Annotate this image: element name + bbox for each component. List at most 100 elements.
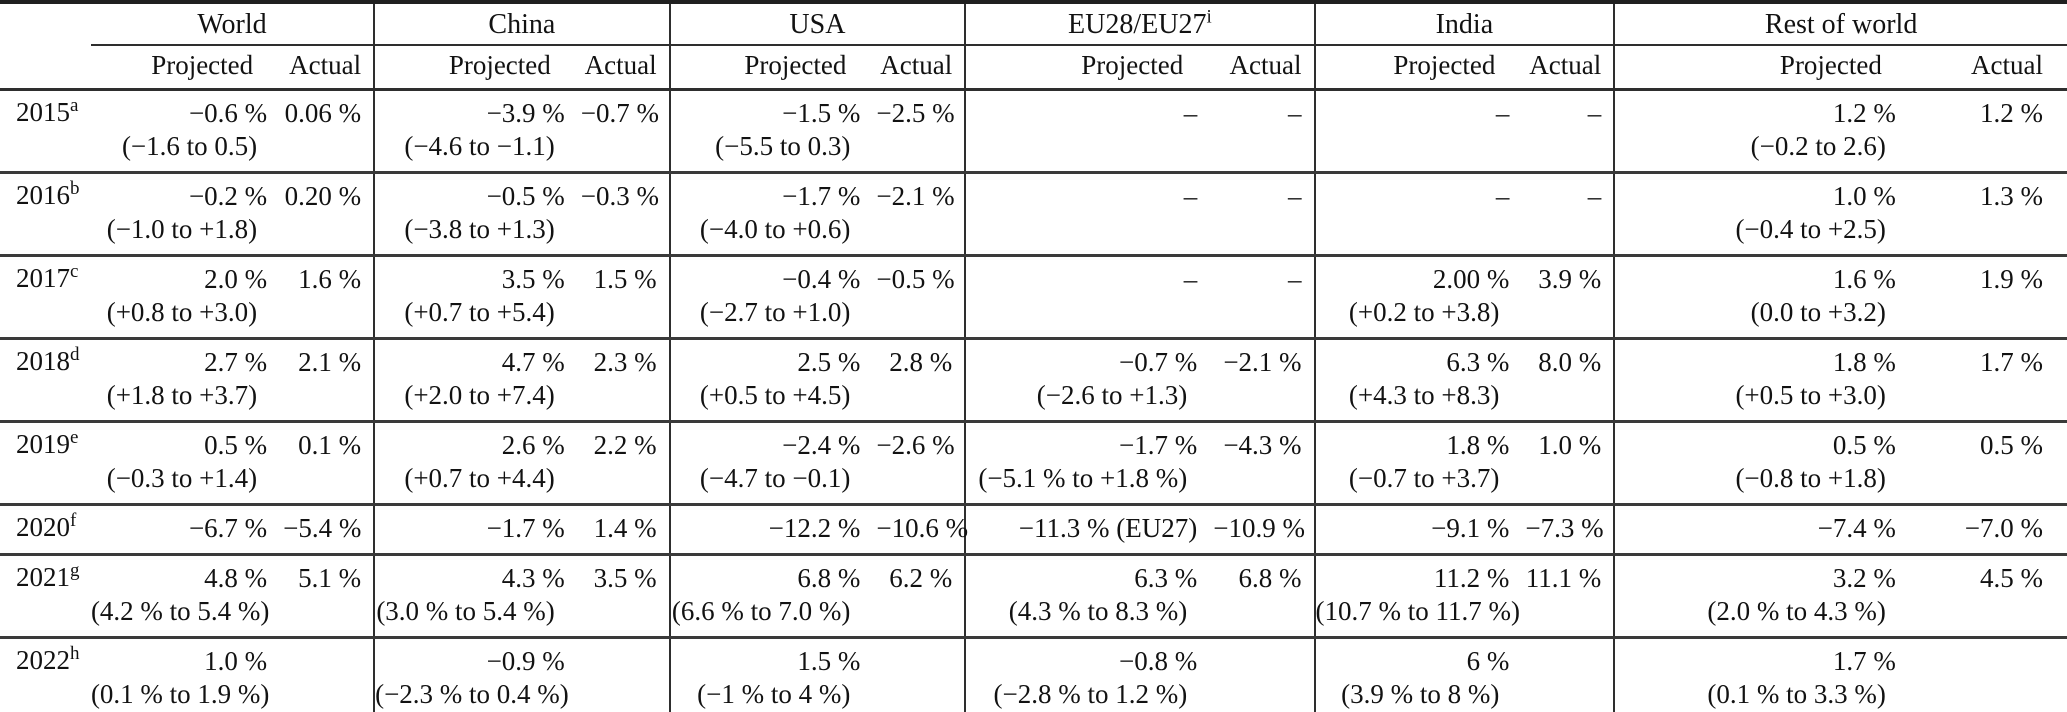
projected-cell: 11.2 % (10.7 % to 11.7 %)	[1315, 555, 1526, 638]
projected-range: (−1.6 to 0.5)	[121, 131, 258, 161]
group-header: USA	[669, 2, 967, 46]
actual-value: 8.0 %	[1538, 347, 1602, 377]
year-sup: g	[70, 560, 80, 581]
projected-value: 0.5 %	[204, 430, 268, 460]
projected-cell: −0.9 % (−2.3 % to 0.4 %)	[374, 638, 581, 712]
projected-value: −6.7 %	[188, 513, 268, 543]
actual-value: –	[1288, 98, 1302, 128]
actual-value: –	[1587, 181, 1602, 211]
actual-value: −2.1 %	[876, 181, 955, 211]
year-label: 2015	[16, 97, 70, 127]
projected-range: (10.7 % to 11.7 %)	[1315, 596, 1520, 626]
actual-cell: −2.1 %	[1213, 338, 1316, 422]
projected-range: (−4.7 to −0.1)	[699, 463, 851, 493]
actual-value: 0.06 %	[284, 98, 362, 128]
year-label: 2016	[16, 180, 70, 210]
year-sup: b	[70, 178, 80, 199]
projected-range: (+0.8 to +3.0)	[106, 297, 258, 327]
actual-value: −4.3 %	[1223, 430, 1302, 460]
projected-cell: −0.7 % (−2.6 to +1.3)	[965, 339, 1213, 422]
group-header: China	[374, 2, 671, 46]
actual-value: −2.5 %	[876, 98, 955, 128]
projected-range: (+0.7 to +4.4)	[404, 463, 555, 493]
projected-value: −0.8 %	[1119, 646, 1198, 676]
projected-range: (+4.3 to +8.3)	[1348, 380, 1500, 410]
group-label: China	[488, 9, 556, 40]
actual-cell: 2.2 %	[580, 421, 671, 505]
actual-column-header: Actual	[580, 45, 671, 91]
table-row: 2018d 2.7 % (+1.8 to +3.7) 2.1 % 4.7 % (+2.0 …	[0, 338, 2067, 422]
projected-cell: −3.9 % (−4.6 to −1.1)	[374, 90, 581, 173]
actual-cell: 3.9 %	[1525, 255, 1616, 339]
year-sup: e	[70, 427, 79, 448]
actual-cell: 2.3 %	[580, 338, 671, 422]
projected-cell: −12.2 %	[670, 505, 877, 555]
actual-value: −7.0 %	[1964, 513, 2043, 543]
table-row: 2021g 4.8 % (4.2 % to 5.4 %) 5.1 % 4.3 % (3.0…	[0, 554, 2067, 638]
year-cell: 2017c	[0, 256, 91, 339]
year-label: 2018	[16, 346, 70, 376]
actual-value: 1.5 %	[593, 264, 657, 294]
actual-value: –	[1587, 98, 1602, 128]
actual-column-header: Actual	[1525, 45, 1616, 91]
projected-value: 4.3 %	[501, 563, 565, 593]
projected-value: 1.0 %	[1832, 181, 1896, 211]
group-label: India	[1435, 9, 1494, 40]
actual-cell: 0.1 %	[283, 421, 376, 505]
projected-value: −0.5 %	[486, 181, 565, 211]
projected-value: 2.5 %	[797, 347, 861, 377]
actual-cell: 2.1 %	[283, 338, 376, 422]
projected-value: 6.3 %	[1446, 347, 1510, 377]
table-row: 2022h 1.0 % (0.1 % to 1.9 %) −0.9 % (−2.3 % …	[0, 637, 2067, 712]
actual-cell: 1.9 %	[1912, 256, 2067, 339]
projected-column-header: Projected	[669, 45, 877, 91]
projected-cell: 2.6 % (+0.7 to +4.4)	[374, 422, 581, 505]
projected-cell: 1.0 % (0.1 % to 1.9 %)	[91, 638, 283, 712]
projected-range: (−1.0 to +1.8)	[106, 214, 258, 244]
year-label: 2017	[16, 263, 70, 293]
projected-cell: 0.5 % (−0.3 to +1.4)	[91, 422, 283, 505]
actual-cell: –	[1213, 255, 1316, 339]
actual-cell: 0.20 %	[283, 172, 376, 256]
projected-column-header: Projected	[90, 45, 284, 91]
actual-value: 6.2 %	[889, 563, 953, 593]
actual-value: −0.7 %	[580, 98, 659, 128]
projected-value: −12.2 %	[768, 513, 861, 543]
year-cell: 2018d	[0, 339, 91, 422]
projected-value: –	[1183, 98, 1198, 128]
projected-value: 6.8 %	[797, 563, 861, 593]
projected-cell: 0.5 % (−0.8 to +1.8)	[1614, 422, 1912, 505]
year-label: 2022	[16, 645, 70, 675]
projected-cell: −9.1 %	[1315, 505, 1526, 555]
projected-cell: 6 % (3.9 % to 8 %)	[1315, 638, 1526, 712]
year-cell: 2019e	[0, 422, 91, 505]
actual-cell: 1.7 %	[1912, 339, 2067, 422]
year-cell: 2016b	[0, 173, 91, 256]
projected-cell: 2.0 % (+0.8 to +3.0)	[91, 256, 283, 339]
projected-cell: 1.5 % (−1 % to 4 %)	[670, 638, 877, 712]
projected-cell: –	[965, 256, 1213, 339]
actual-column-header: Actual	[1911, 45, 2067, 91]
actual-value: 2.8 %	[889, 347, 953, 377]
projected-cell: 6.8 % (6.6 % to 7.0 %)	[670, 555, 877, 638]
projected-value: 3.5 %	[501, 264, 565, 294]
year-sup: h	[70, 643, 80, 664]
actual-cell: −4.3 %	[1213, 421, 1316, 505]
actual-cell: 11.1 %	[1525, 554, 1616, 638]
year-sup: d	[70, 344, 80, 365]
projected-cell: 1.6 % (0.0 to +3.2)	[1614, 256, 1912, 339]
projected-range: (−2.8 % to 1.2 %)	[993, 679, 1188, 709]
year-cell: 2022h	[0, 638, 91, 712]
table-body: 2015a −0.6 % (−1.6 to 0.5) 0.06 % −3.9 % (−4.…	[0, 89, 2067, 712]
projected-value: 1.7 %	[1832, 646, 1896, 676]
projected-cell: −0.5 % (−3.8 to +1.3)	[374, 173, 581, 256]
year-sup: c	[70, 261, 79, 282]
projected-range: (−4.0 to +0.6)	[699, 214, 851, 244]
projected-cell: 2.00 % (+0.2 to +3.8)	[1315, 256, 1526, 339]
actual-cell	[1525, 637, 1616, 712]
actual-cell: −0.7 %	[580, 89, 671, 173]
projected-value: −3.9 %	[486, 98, 565, 128]
projected-cell: −6.7 %	[91, 505, 283, 555]
projected-value: −7.4 %	[1817, 513, 1896, 543]
